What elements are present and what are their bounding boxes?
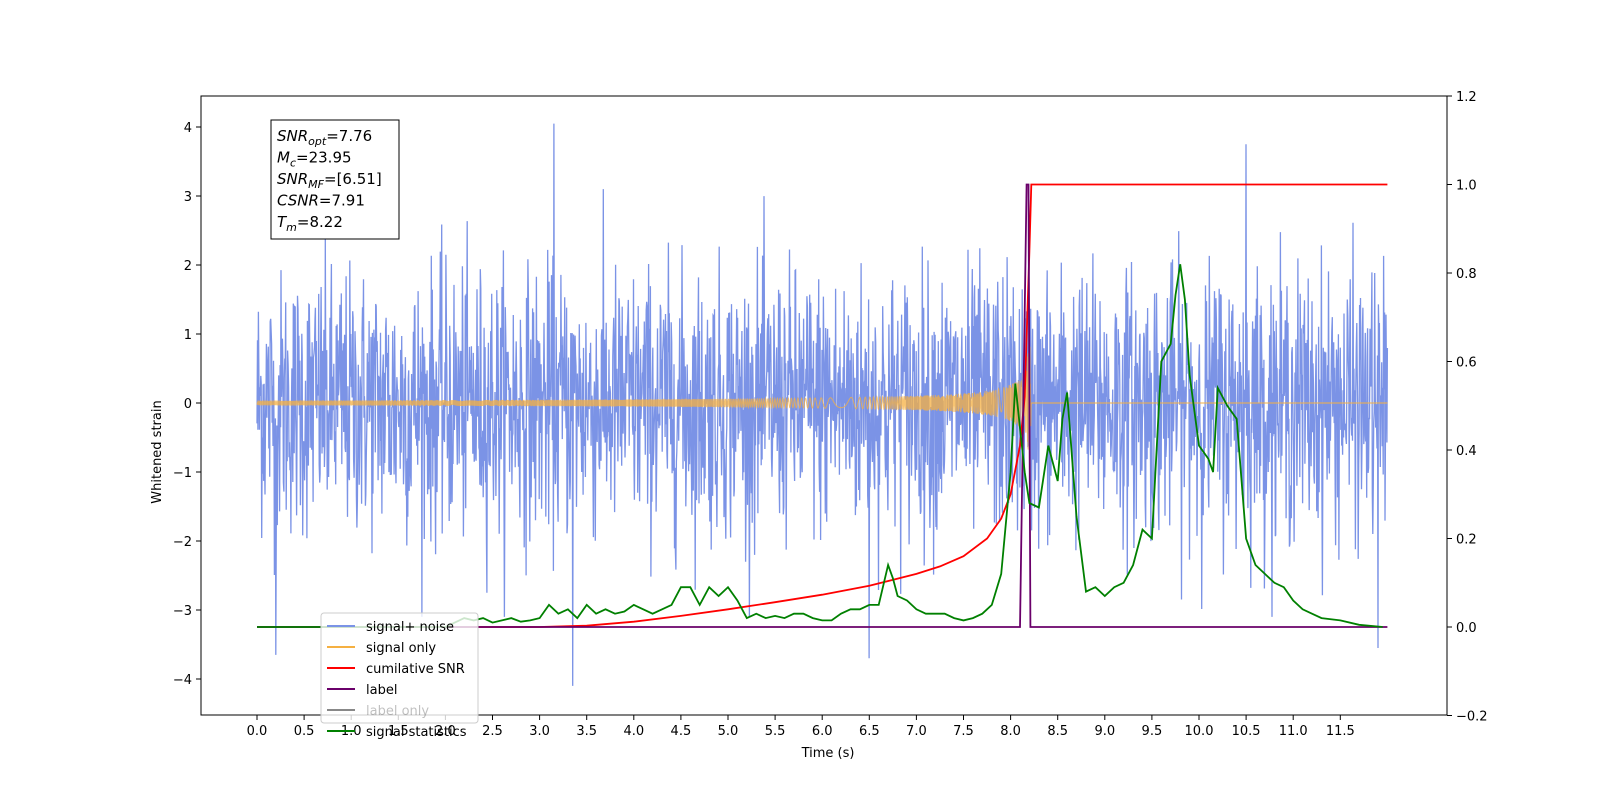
x-tick-label: 10.0 <box>1185 724 1214 739</box>
y-tick-label: 0 <box>184 397 192 412</box>
legend-item-label: cumilative SNR <box>366 662 465 677</box>
x-tick-label: 0.0 <box>247 724 268 739</box>
y-tick-label: −4 <box>173 673 192 688</box>
x-tick-label: 5.5 <box>765 724 786 739</box>
info-line: Mc=23.95 <box>277 149 352 170</box>
info-line: CSNR=7.91 <box>277 192 365 210</box>
x-tick-label: 4.5 <box>671 724 692 739</box>
x-tick-label: 6.5 <box>859 724 880 739</box>
x-tick-label: 10.5 <box>1232 724 1261 739</box>
x-tick-label: 8.0 <box>1000 724 1021 739</box>
x-tick-label: 7.0 <box>906 724 927 739</box>
y-axis-right: −0.2 0.0 0.2 0.4 0.6 0.8 1.0 1.2 <box>1447 90 1488 725</box>
info-line: SNRopt=7.76 <box>277 127 372 148</box>
x-tick-label: 4.0 <box>623 724 644 739</box>
legend-item-label: label <box>366 683 397 698</box>
y-tick-label: 4 <box>184 121 192 136</box>
x-tick-label: 8.5 <box>1047 724 1068 739</box>
series-signal-statistics-line <box>257 264 1383 628</box>
legend: signal+ noise signal only cumilative SNR la… <box>320 612 479 740</box>
plot-frame <box>200 95 1448 716</box>
plot-area <box>200 95 1448 716</box>
x-tick-label: 11.5 <box>1326 724 1355 739</box>
y2-tick-label: 1.2 <box>1456 90 1477 105</box>
series-signal-noise-line <box>256 123 1389 686</box>
y-axis-label: Whitened strain <box>150 400 165 503</box>
y-tick-label: 2 <box>184 259 192 274</box>
x-tick-label: 3.0 <box>529 724 550 739</box>
y2-tick-label: 0.4 <box>1456 444 1477 459</box>
y2-tick-label: 0.2 <box>1456 533 1477 548</box>
info-line: Tm=8.22 <box>277 213 343 234</box>
y-tick-label: −3 <box>173 604 192 619</box>
x-tick-label: 9.0 <box>1094 724 1115 739</box>
x-tick-label: 1.5 <box>388 724 409 739</box>
x-tick-label: 5.0 <box>718 724 739 739</box>
plot-content <box>256 123 1389 686</box>
y-axis-left: −4 −3 −2 −1 0 1 2 3 4 <box>173 121 201 688</box>
y-tick-label: −1 <box>173 466 192 481</box>
legend-frame <box>320 612 479 724</box>
x-tick-label: 9.5 <box>1142 724 1163 739</box>
x-tick-label: 3.5 <box>576 724 597 739</box>
legend-item-label: signal+ noise <box>366 620 454 635</box>
x-tick-label: 6.0 <box>812 724 833 739</box>
info-line: SNRMF=[6.51] <box>277 170 382 191</box>
info-box: SNRopt=7.76Mc=23.95SNRMF=[6.51]CSNR=7.91… <box>270 119 400 240</box>
legend-item-label: signal statistics <box>366 725 467 740</box>
series-signal-only-line <box>256 346 1032 450</box>
info-box-frame <box>270 119 400 240</box>
y-tick-label: 1 <box>184 328 192 343</box>
x-tick-label: 7.5 <box>953 724 974 739</box>
y2-tick-label: 0.0 <box>1456 621 1477 636</box>
x-axis-label: Time (s) <box>801 746 855 761</box>
x-tick-label: 11.0 <box>1279 724 1308 739</box>
y-tick-label: −2 <box>173 535 192 550</box>
y-tick-label: 3 <box>184 190 192 205</box>
y2-tick-label: 1.0 <box>1456 179 1477 194</box>
y2-tick-label: 0.8 <box>1456 267 1477 282</box>
x-tick-label: 0.5 <box>294 724 315 739</box>
y2-tick-label: 0.6 <box>1456 356 1477 371</box>
series-label-line <box>257 183 1388 628</box>
x-tick-label: 2.0 <box>435 724 456 739</box>
x-tick-label: 2.5 <box>482 724 503 739</box>
y2-tick-label: −0.2 <box>1456 710 1488 725</box>
legend-item-label: signal only <box>366 641 436 656</box>
legend-item-label: label only <box>366 704 429 719</box>
